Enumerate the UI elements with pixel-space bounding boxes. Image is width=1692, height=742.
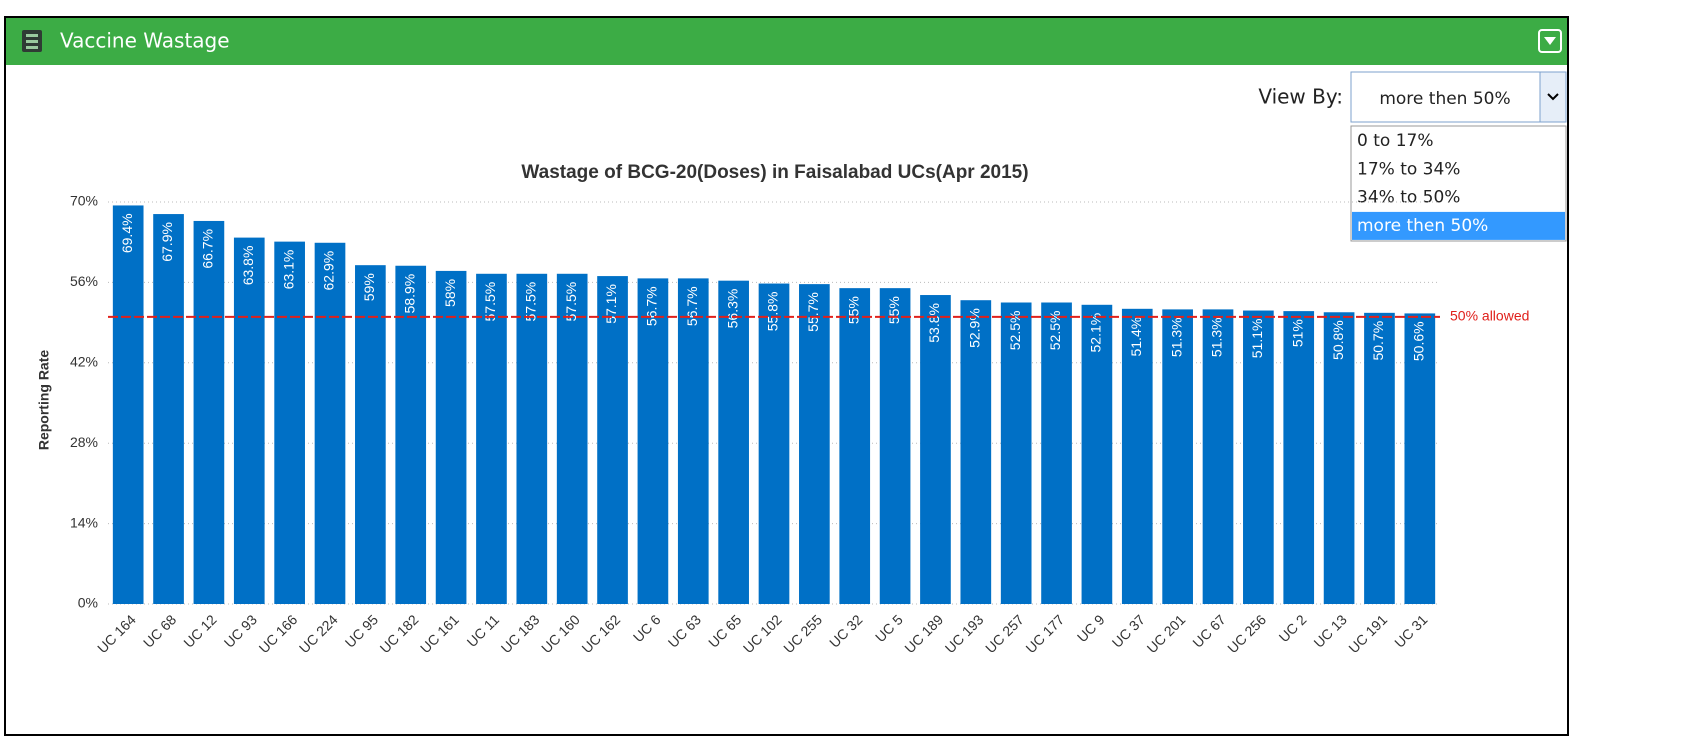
value-label: 50.6%	[1411, 321, 1427, 361]
value-label: 56.7%	[644, 286, 660, 326]
bar	[677, 278, 709, 604]
value-label: 55.7%	[805, 292, 821, 332]
bar	[1121, 308, 1153, 604]
panel-title: Vaccine Wastage	[60, 29, 230, 53]
value-label: 52.9%	[967, 308, 983, 348]
value-label: 57.1%	[603, 284, 619, 324]
y-tick-label: 70%	[70, 193, 98, 209]
value-label: 57.5%	[523, 282, 539, 322]
value-label: 56.7%	[684, 286, 700, 326]
bar	[920, 295, 951, 604]
y-tick-label: 56%	[70, 273, 98, 289]
y-tick-label: 0%	[78, 595, 98, 611]
bar	[556, 273, 588, 604]
header-icon	[22, 30, 42, 52]
bar	[153, 214, 184, 604]
bar	[1323, 312, 1355, 604]
y-tick-label: 14%	[70, 514, 98, 530]
option[interactable]: 34% to 50%	[1357, 188, 1460, 208]
bar	[395, 265, 427, 604]
value-label: 57.5%	[482, 282, 498, 322]
bar	[516, 273, 548, 604]
value-label: 51.4%	[1128, 317, 1144, 357]
value-label: 50.7%	[1370, 321, 1386, 361]
bar	[637, 278, 669, 604]
bar	[112, 205, 144, 604]
panel-header	[6, 18, 1567, 65]
bar	[799, 284, 830, 604]
value-label: 51.1%	[1249, 319, 1265, 359]
value-label: 63.1%	[280, 250, 296, 290]
collapse-button[interactable]	[1538, 29, 1562, 53]
bar	[1404, 313, 1436, 604]
value-label: 53.8%	[926, 303, 942, 343]
value-label: 52.5%	[1047, 311, 1063, 351]
y-axis-title: Reporting Rate	[36, 350, 52, 451]
bar	[1081, 304, 1113, 604]
bar	[435, 270, 467, 604]
bar	[960, 300, 992, 604]
bar	[839, 288, 871, 604]
value-label: 63.8%	[240, 246, 256, 286]
option[interactable]: 0 to 17%	[1357, 131, 1433, 151]
bar	[355, 265, 386, 604]
value-label: 55%	[845, 296, 861, 324]
select-value: more then 50%	[1379, 89, 1510, 109]
bar	[1364, 312, 1395, 604]
bar	[193, 220, 225, 605]
y-tick-label: 28%	[70, 434, 98, 450]
option[interactable]: 17% to 34%	[1357, 159, 1460, 179]
bar	[879, 288, 911, 604]
value-label: 58%	[442, 279, 458, 307]
option[interactable]: more then 50%	[1357, 216, 1488, 236]
filter-label: View By:	[1258, 85, 1343, 109]
value-label: 52.5%	[1007, 311, 1023, 351]
value-label: 55.8%	[765, 292, 781, 332]
bar	[314, 242, 346, 604]
value-label: 56.3%	[724, 289, 740, 329]
value-label: 66.7%	[200, 229, 216, 269]
value-label: 59%	[361, 273, 377, 301]
value-label: 58.9%	[401, 274, 417, 314]
bar	[758, 283, 790, 604]
option-highlight[interactable]	[1352, 211, 1565, 240]
bar	[476, 273, 507, 604]
bar	[274, 241, 305, 604]
bar	[233, 237, 265, 604]
bar	[1041, 302, 1072, 604]
value-label: 51%	[1289, 319, 1305, 347]
value-label: 55%	[886, 296, 902, 324]
bar	[597, 276, 628, 604]
threshold-label: 50% allowed	[1450, 308, 1529, 324]
value-label: 51.3%	[1168, 317, 1184, 357]
bar	[1162, 309, 1193, 604]
bar	[1000, 302, 1032, 604]
value-label: 69.4%	[119, 213, 135, 253]
bar	[1283, 311, 1315, 604]
bar	[1202, 309, 1234, 604]
bar	[1243, 310, 1274, 604]
bar	[718, 280, 749, 604]
select[interactable]	[1350, 71, 1567, 123]
value-label: 62.9%	[321, 251, 337, 291]
chart-title: Wastage of BCG-20(Doses) in Faisalabad U…	[521, 162, 1028, 183]
value-label: 50.8%	[1330, 320, 1346, 360]
y-tick-label: 42%	[70, 354, 98, 370]
value-label: 57.5%	[563, 282, 579, 322]
value-label: 52.1%	[1088, 313, 1104, 353]
value-label: 51.3%	[1209, 317, 1225, 357]
value-label: 67.9%	[159, 222, 175, 262]
